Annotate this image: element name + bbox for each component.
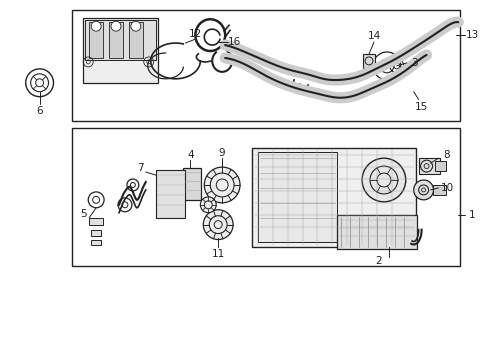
Text: 11: 11: [211, 249, 224, 260]
Text: 1: 1: [468, 210, 474, 220]
Text: 12: 12: [188, 29, 202, 39]
Text: 8: 8: [442, 150, 449, 160]
Bar: [337, 215, 416, 249]
Bar: [85, 20, 155, 60]
Text: 9: 9: [219, 148, 225, 158]
Bar: [362, 54, 374, 68]
Bar: [91, 230, 101, 235]
Bar: [72, 128, 460, 266]
Text: 4: 4: [187, 150, 193, 160]
Text: 14: 14: [366, 31, 380, 41]
Circle shape: [204, 167, 240, 203]
Bar: [72, 10, 460, 121]
Bar: [83, 18, 157, 83]
Circle shape: [91, 21, 101, 31]
Bar: [89, 218, 103, 225]
Bar: [432, 185, 446, 195]
Bar: [183, 168, 201, 200]
Bar: [129, 22, 142, 58]
Text: 6: 6: [36, 105, 43, 116]
Text: 7: 7: [137, 163, 144, 173]
Text: 10: 10: [440, 183, 453, 193]
Circle shape: [111, 21, 121, 31]
Text: 5: 5: [80, 209, 86, 219]
Text: 2: 2: [375, 256, 382, 266]
Text: 15: 15: [414, 102, 427, 112]
Text: 13: 13: [465, 30, 478, 40]
Circle shape: [413, 180, 433, 200]
Text: 3: 3: [410, 58, 417, 68]
Bar: [418, 158, 440, 174]
Bar: [91, 239, 101, 246]
Circle shape: [200, 197, 216, 213]
Bar: [251, 148, 415, 247]
Bar: [434, 161, 446, 171]
Text: 16: 16: [227, 37, 240, 47]
Bar: [155, 170, 185, 218]
Bar: [109, 22, 122, 58]
Circle shape: [131, 21, 141, 31]
Bar: [257, 152, 337, 242]
Circle shape: [361, 158, 405, 202]
Bar: [89, 22, 103, 58]
Circle shape: [203, 210, 233, 239]
